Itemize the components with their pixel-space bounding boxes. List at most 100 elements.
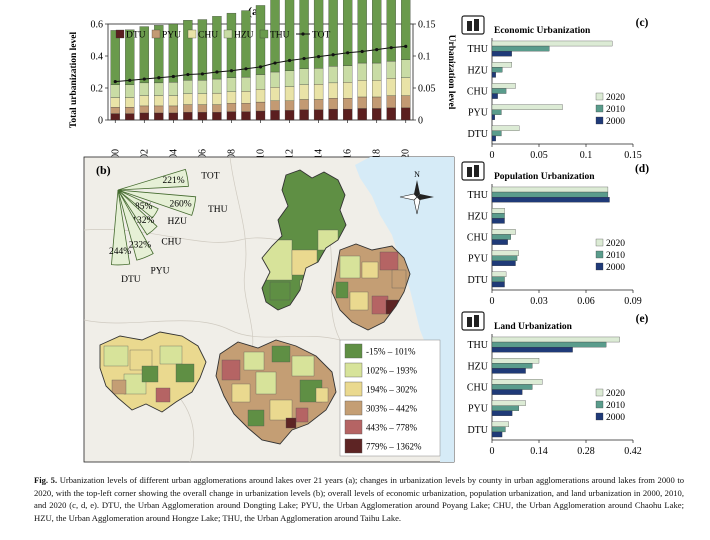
bar-dtu-2011 bbox=[270, 110, 280, 121]
bar-pyu-2009 bbox=[241, 103, 251, 112]
panel_e-category-dtu: DTU bbox=[467, 425, 488, 436]
legend-swatch-4 bbox=[344, 419, 363, 435]
bar-dtu-2002 bbox=[139, 112, 149, 121]
bar-pyu-2004 bbox=[168, 105, 179, 114]
bar-chu-2005 bbox=[183, 93, 193, 105]
bar-thu-2011 bbox=[270, 0, 280, 73]
panel_e-bar-thu-2020 bbox=[491, 336, 620, 343]
fan-slice-chu bbox=[117, 189, 158, 236]
legend-swatch-hzu bbox=[223, 29, 233, 39]
pyu-region-county-6 bbox=[255, 371, 277, 395]
bar-pyu-2020 bbox=[401, 95, 411, 108]
bar-pyu-2002 bbox=[139, 105, 149, 114]
panel-a-tot-line bbox=[113, 44, 408, 84]
bar-hzu-2008 bbox=[226, 77, 237, 92]
dtu-region-county-7 bbox=[111, 379, 127, 395]
tot-point-2012 bbox=[287, 58, 292, 63]
panel_e-title: Land Urbanization bbox=[494, 322, 573, 332]
panel_d-icon-glyph-b bbox=[474, 165, 479, 177]
bar-thu-2005 bbox=[183, 20, 193, 81]
panel_c-category-pyu: PYU bbox=[468, 108, 489, 119]
dtu-region-outline bbox=[99, 331, 207, 413]
bar-pyu-2010 bbox=[255, 101, 266, 112]
figure-caption: Fig. 5. Urbanization levels of different… bbox=[34, 474, 684, 524]
bar-thu-2003 bbox=[154, 25, 164, 84]
bar-thu-2002 bbox=[139, 26, 149, 84]
bar-thu-2012 bbox=[284, 0, 295, 71]
fan-slice-tot bbox=[117, 168, 189, 191]
bar-pyu-2019 bbox=[386, 95, 396, 108]
fan-slice-thu bbox=[117, 189, 197, 216]
bar-hzu-2016 bbox=[342, 65, 353, 83]
panel_d-bar-chu-2010 bbox=[491, 234, 511, 240]
panel-a-legend: DTU PYU CHU HZU THU TOT bbox=[115, 29, 330, 41]
panel_d-category-icon bbox=[461, 161, 485, 181]
fan-slice-pyu bbox=[117, 189, 154, 261]
bar-thu-2014 bbox=[313, 0, 324, 69]
panel_e-category-chu: CHU bbox=[467, 383, 489, 394]
panel_d-x-tick-label: 0 bbox=[490, 296, 495, 307]
y-right-tick-label: 0.05 bbox=[418, 84, 436, 95]
bar-hzu-2006 bbox=[197, 80, 208, 94]
panel_c-legend-swatch-2010 bbox=[595, 104, 604, 113]
bar-thu-2008 bbox=[226, 12, 237, 78]
tot-point-2001 bbox=[128, 78, 132, 82]
panel_c-title: Economic Urbanization bbox=[494, 26, 591, 36]
panel-a: (a) 00.20.40.600.050.10.1520002002200420… bbox=[69, 0, 456, 169]
panel_e-bar-chu-2020 bbox=[491, 379, 543, 385]
bar-pyu-2015 bbox=[328, 98, 338, 110]
bar-hzu-2000 bbox=[110, 84, 120, 98]
fan-name-thu: THU bbox=[208, 205, 228, 215]
panel_e-legend-swatch-2000 bbox=[595, 412, 604, 421]
panel_d-bar-hzu-2020 bbox=[491, 208, 505, 214]
bar-chu-2015 bbox=[328, 82, 338, 99]
panel_e-icon-glyph-a bbox=[467, 317, 472, 327]
panel_c-x-tick-label: 0.1 bbox=[580, 150, 593, 161]
pyu-region-county-7 bbox=[269, 399, 293, 421]
legend-swatch-5 bbox=[344, 438, 363, 454]
panel_c-bar-pyu-2020 bbox=[491, 104, 563, 110]
tot-point-2009 bbox=[244, 67, 248, 71]
dtu-region-county-0 bbox=[103, 345, 129, 367]
panel_c-bar-chu-2010 bbox=[491, 88, 507, 94]
bar-pyu-2018 bbox=[372, 96, 382, 109]
bar-thu-2000 bbox=[110, 30, 120, 85]
y-right-tick-label: 0 bbox=[418, 116, 423, 127]
panel_d-x-tick-label: 0.03 bbox=[530, 296, 548, 307]
legend-swatch-3 bbox=[344, 400, 363, 416]
tot-point-2018 bbox=[375, 48, 379, 52]
bar-chu-2013 bbox=[299, 84, 309, 100]
panel-a-y-right-label: Urbanization level bbox=[446, 35, 456, 110]
panel_c-bar-dtu-2010 bbox=[491, 130, 502, 137]
bar-pyu-2000 bbox=[110, 107, 120, 114]
bar-chu-2011 bbox=[270, 87, 280, 101]
bar-hzu-2018 bbox=[372, 62, 382, 81]
thu-region-county-6 bbox=[335, 281, 349, 299]
panel_c-bar-hzu-2010 bbox=[491, 67, 503, 73]
legend-label-thu: THU bbox=[270, 31, 290, 41]
bar-dtu-2003 bbox=[154, 112, 164, 121]
bar-chu-2012 bbox=[284, 86, 295, 101]
bar-thu-2004 bbox=[168, 23, 179, 83]
tot-point-2016 bbox=[346, 51, 350, 55]
fan-value-dtu: 244% bbox=[109, 247, 131, 257]
county-regions bbox=[99, 169, 411, 445]
panel-a-y-left-label: Total urbanization level bbox=[69, 32, 79, 129]
bar-hzu-2002 bbox=[139, 82, 149, 96]
bar-hzu-2009 bbox=[241, 76, 251, 92]
panel_e-x-tick-label: 0.14 bbox=[530, 446, 548, 457]
bar-chu-2019 bbox=[386, 78, 396, 96]
panel_d-bar-chu-2020 bbox=[491, 229, 516, 235]
panel_d-bar-thu-2000 bbox=[491, 196, 610, 203]
bar-thu-2006 bbox=[197, 19, 208, 81]
bar-dtu-2016 bbox=[342, 108, 353, 121]
bar-thu-2010 bbox=[255, 5, 266, 75]
bar-thu-2019 bbox=[386, 0, 396, 62]
pyu-region-county-3 bbox=[291, 355, 315, 377]
thu-region-county-4 bbox=[349, 291, 369, 311]
legend-range-0: -15% – 101% bbox=[366, 347, 416, 357]
legend-range-2: 194% – 302% bbox=[366, 385, 417, 395]
bar-hzu-2005 bbox=[183, 80, 193, 94]
tot-point-2015 bbox=[331, 53, 335, 57]
y-left-tick-label: 0 bbox=[98, 116, 103, 127]
